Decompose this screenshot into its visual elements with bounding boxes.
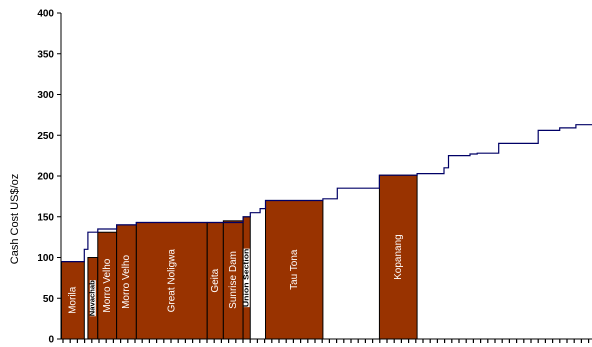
y-tick-label-8: 400 (37, 9, 54, 20)
y-tick-label-7: 350 (37, 49, 54, 60)
bar-label-2: Morro Velho (102, 258, 113, 312)
bar-label-1: Navachab (90, 280, 97, 316)
bar-label-9: Kopanang (393, 234, 404, 280)
bar-4 (135, 221, 208, 340)
y-axis-title: Cash Cost US$/oz (9, 174, 21, 264)
bar-label-5: Geita (210, 268, 221, 292)
bar-label-bg-7 (243, 248, 250, 308)
y-tick-label-4: 200 (37, 172, 54, 183)
curve-layer (61, 124, 592, 263)
bars-layer (60, 174, 418, 340)
bar-label-0: Morila (68, 286, 79, 314)
bar-label-4: Great Noligwa (166, 249, 177, 313)
y-tick-label-1: 50 (43, 294, 55, 305)
axes-layer: 0 50 100 150 200 250 300 350 400 (37, 9, 592, 346)
bar-9 (378, 174, 418, 340)
labels-layer: Morila Navachab Morro Velho Morro Velho Grea… (68, 234, 404, 317)
y-tick-label-5: 250 (37, 131, 54, 142)
y-tick-label-0: 0 (48, 335, 54, 346)
y-tick-label-6: 300 (37, 90, 54, 101)
y-tick-label-3: 150 (37, 212, 54, 223)
bar-label-7: Union Section (244, 249, 251, 308)
bar-label-8: Tau Tona (289, 249, 300, 290)
bar-label-3: Morro Velho (121, 255, 132, 309)
y-tick-label-2: 100 (37, 253, 54, 264)
bar-label-bg-1 (89, 280, 96, 317)
bar-8 (265, 199, 324, 340)
bar-label-6: Sunrise Dam (228, 251, 239, 309)
cost-curve-line (61, 124, 592, 263)
